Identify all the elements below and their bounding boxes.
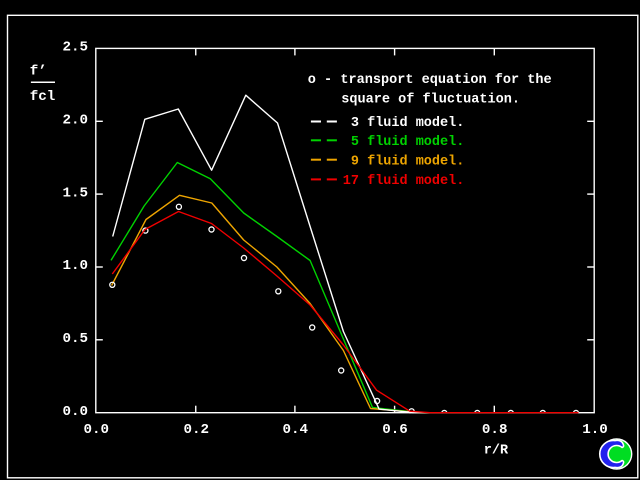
svg-text:0.0: 0.0 (84, 422, 110, 438)
svg-text:0.5: 0.5 (62, 331, 88, 347)
svg-text:o - transport equation for the: o - transport equation for the (308, 73, 552, 88)
svg-text:0.2: 0.2 (184, 422, 210, 438)
svg-text:0.4: 0.4 (283, 422, 309, 438)
svg-text:f’: f’ (30, 64, 47, 80)
svg-text:square of fluctuation.: square of fluctuation. (341, 93, 520, 108)
svg-text:2.5: 2.5 (62, 40, 88, 56)
svg-text:r/R: r/R (484, 443, 509, 458)
svg-text:3 fluid model.: 3 fluid model. (343, 116, 465, 131)
svg-text:1.5: 1.5 (62, 185, 88, 201)
svg-text:17 fluid model.: 17 fluid model. (343, 174, 465, 189)
svg-text:0.0: 0.0 (62, 404, 88, 420)
svg-text:1.0: 1.0 (582, 422, 608, 438)
svg-text:9 fluid model.: 9 fluid model. (343, 154, 465, 169)
svg-text:1.0: 1.0 (62, 258, 88, 274)
svg-text:5 fluid model.: 5 fluid model. (343, 135, 465, 150)
svg-text:0.8: 0.8 (482, 422, 508, 438)
svg-text:fcl: fcl (30, 89, 56, 105)
svg-text:0.6: 0.6 (382, 422, 408, 438)
svg-text:2.0: 2.0 (62, 113, 88, 129)
